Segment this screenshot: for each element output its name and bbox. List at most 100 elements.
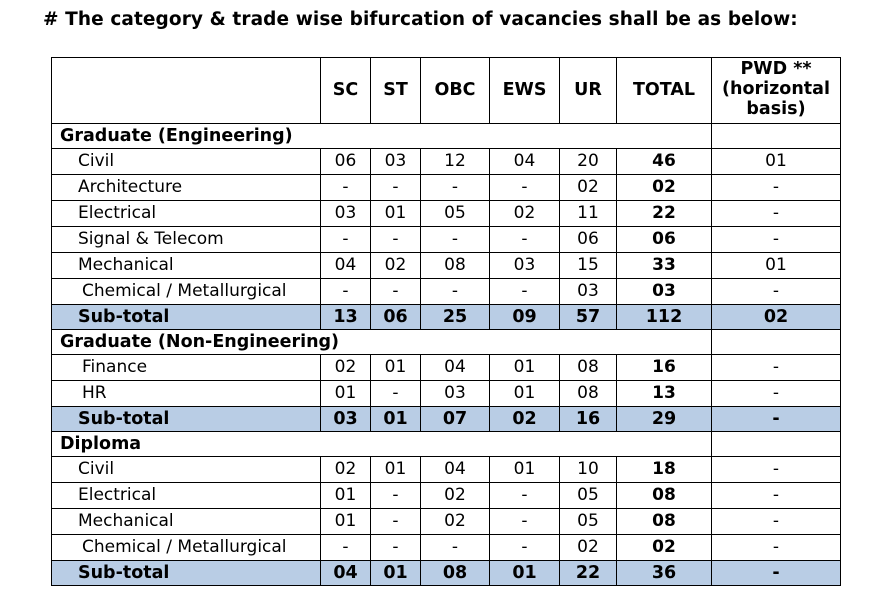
cell-ur: 05 xyxy=(559,482,617,509)
trade-name: Civil xyxy=(51,148,321,175)
cell-obc: 12 xyxy=(420,148,490,175)
trade-name: Architecture xyxy=(51,174,321,201)
header-blank xyxy=(51,57,321,124)
subtotal-st: 01 xyxy=(370,406,421,432)
cell-obc: - xyxy=(420,534,490,561)
cell-sc: - xyxy=(320,226,371,253)
cell-ews: - xyxy=(489,508,560,535)
cell-sc: 01 xyxy=(320,380,371,407)
cell-pwd: - xyxy=(711,380,841,407)
cell-st: 01 xyxy=(370,456,421,483)
subtotal-ur: 57 xyxy=(559,304,617,330)
header-sc: SC xyxy=(320,57,371,124)
category-pwd-blank xyxy=(711,123,841,149)
header-pwd-line3: basis) xyxy=(746,99,806,119)
subtotal-total: 36 xyxy=(616,560,712,586)
cell-obc: 02 xyxy=(420,482,490,509)
cell-pwd: - xyxy=(711,174,841,201)
header-pwd-line1: PWD ** xyxy=(740,59,812,79)
header-pwd: PWD ** (horizontal basis) xyxy=(711,57,841,124)
cell-obc: - xyxy=(420,278,490,305)
cell-pwd: - xyxy=(711,200,841,227)
cell-sc: 02 xyxy=(320,456,371,483)
category-row: Graduate (Engineering) xyxy=(51,123,841,149)
cell-total: 46 xyxy=(616,148,712,175)
cell-sc: - xyxy=(320,278,371,305)
cell-pwd: - xyxy=(711,354,841,381)
cell-ews: 02 xyxy=(489,200,560,227)
cell-total: 08 xyxy=(616,482,712,509)
table-row: Signal & Telecom - - - -06 06- xyxy=(51,226,841,253)
cell-total: 33 xyxy=(616,252,712,279)
table-row: Chemical / Metallurgical - - - -02 02- xyxy=(51,534,841,561)
trade-name: Mechanical xyxy=(51,508,321,535)
cell-ews: - xyxy=(489,278,560,305)
cell-st: 02 xyxy=(370,252,421,279)
trade-name: Chemical / Metallurgical xyxy=(51,534,321,561)
cell-st: - xyxy=(370,226,421,253)
subtotal-sc: 13 xyxy=(320,304,371,330)
header-total: TOTAL xyxy=(616,57,712,124)
cell-pwd: 01 xyxy=(711,252,841,279)
table-row: Civil 06 03 12 04 20 46 01 xyxy=(51,148,841,175)
subtotal-ews: 02 xyxy=(489,406,560,432)
cell-ur: 02 xyxy=(559,174,617,201)
subtotal-row: Sub-total 03 01 07 02 16 29- xyxy=(51,406,841,432)
cell-ews: 04 xyxy=(489,148,560,175)
category-title: Diploma xyxy=(51,431,712,457)
vacancy-table: SC ST OBC EWS UR TOTAL PWD ** (horizonta… xyxy=(51,57,841,586)
cell-sc: 04 xyxy=(320,252,371,279)
subtotal-sc: 03 xyxy=(320,406,371,432)
table-row: Chemical / Metallurgical - - - -03 03- xyxy=(51,278,841,305)
cell-pwd: - xyxy=(711,278,841,305)
table-body: Graduate (Engineering) Civil 06 03 12 04 20 46 0… xyxy=(51,123,841,586)
subtotal-total: 112 xyxy=(616,304,712,330)
table-row: Civil 02 01 04 01 10 18- xyxy=(51,456,841,483)
cell-obc: 08 xyxy=(420,252,490,279)
cell-ur: 11 xyxy=(559,200,617,227)
subtotal-obc: 08 xyxy=(420,560,490,586)
cell-obc: - xyxy=(420,174,490,201)
cell-ur: 08 xyxy=(559,354,617,381)
subtotal-ur: 22 xyxy=(559,560,617,586)
category-title: Graduate (Non-Engineering) xyxy=(51,329,712,355)
page-heading: # The category & trade wise bifurcation … xyxy=(43,9,798,30)
cell-pwd: - xyxy=(711,534,841,561)
subtotal-pwd: 02 xyxy=(711,304,841,330)
trade-name: HR xyxy=(51,380,321,407)
header-row: SC ST OBC EWS UR TOTAL PWD ** (horizonta… xyxy=(51,57,841,124)
table-row: Mechanical 01-02-05 08- xyxy=(51,508,841,535)
cell-sc: - xyxy=(320,534,371,561)
subtotal-total: 29 xyxy=(616,406,712,432)
cell-ur: 15 xyxy=(559,252,617,279)
cell-pwd: - xyxy=(711,226,841,253)
cell-pwd: 01 xyxy=(711,148,841,175)
cell-st: 03 xyxy=(370,148,421,175)
cell-ur: 02 xyxy=(559,534,617,561)
cell-ews: - xyxy=(489,482,560,509)
cell-total: 02 xyxy=(616,534,712,561)
cell-ur: 08 xyxy=(559,380,617,407)
trade-name: Finance xyxy=(51,354,321,381)
cell-ur: 03 xyxy=(559,278,617,305)
cell-total: 03 xyxy=(616,278,712,305)
cell-st: - xyxy=(370,174,421,201)
subtotal-ews: 09 xyxy=(489,304,560,330)
subtotal-st: 01 xyxy=(370,560,421,586)
subtotal-pwd: - xyxy=(711,406,841,432)
header-ews: EWS xyxy=(489,57,560,124)
subtotal-row: Sub-total 13 06 25 09 57 112 02 xyxy=(51,304,841,330)
cell-st: - xyxy=(370,380,421,407)
cell-pwd: - xyxy=(711,456,841,483)
cell-pwd: - xyxy=(711,508,841,535)
cell-total: 16 xyxy=(616,354,712,381)
cell-st: 01 xyxy=(370,354,421,381)
cell-obc: 04 xyxy=(420,456,490,483)
trade-name: Civil xyxy=(51,456,321,483)
subtotal-obc: 07 xyxy=(420,406,490,432)
cell-total: 06 xyxy=(616,226,712,253)
cell-ur: 10 xyxy=(559,456,617,483)
cell-total: 13 xyxy=(616,380,712,407)
cell-total: 08 xyxy=(616,508,712,535)
cell-obc: - xyxy=(420,226,490,253)
